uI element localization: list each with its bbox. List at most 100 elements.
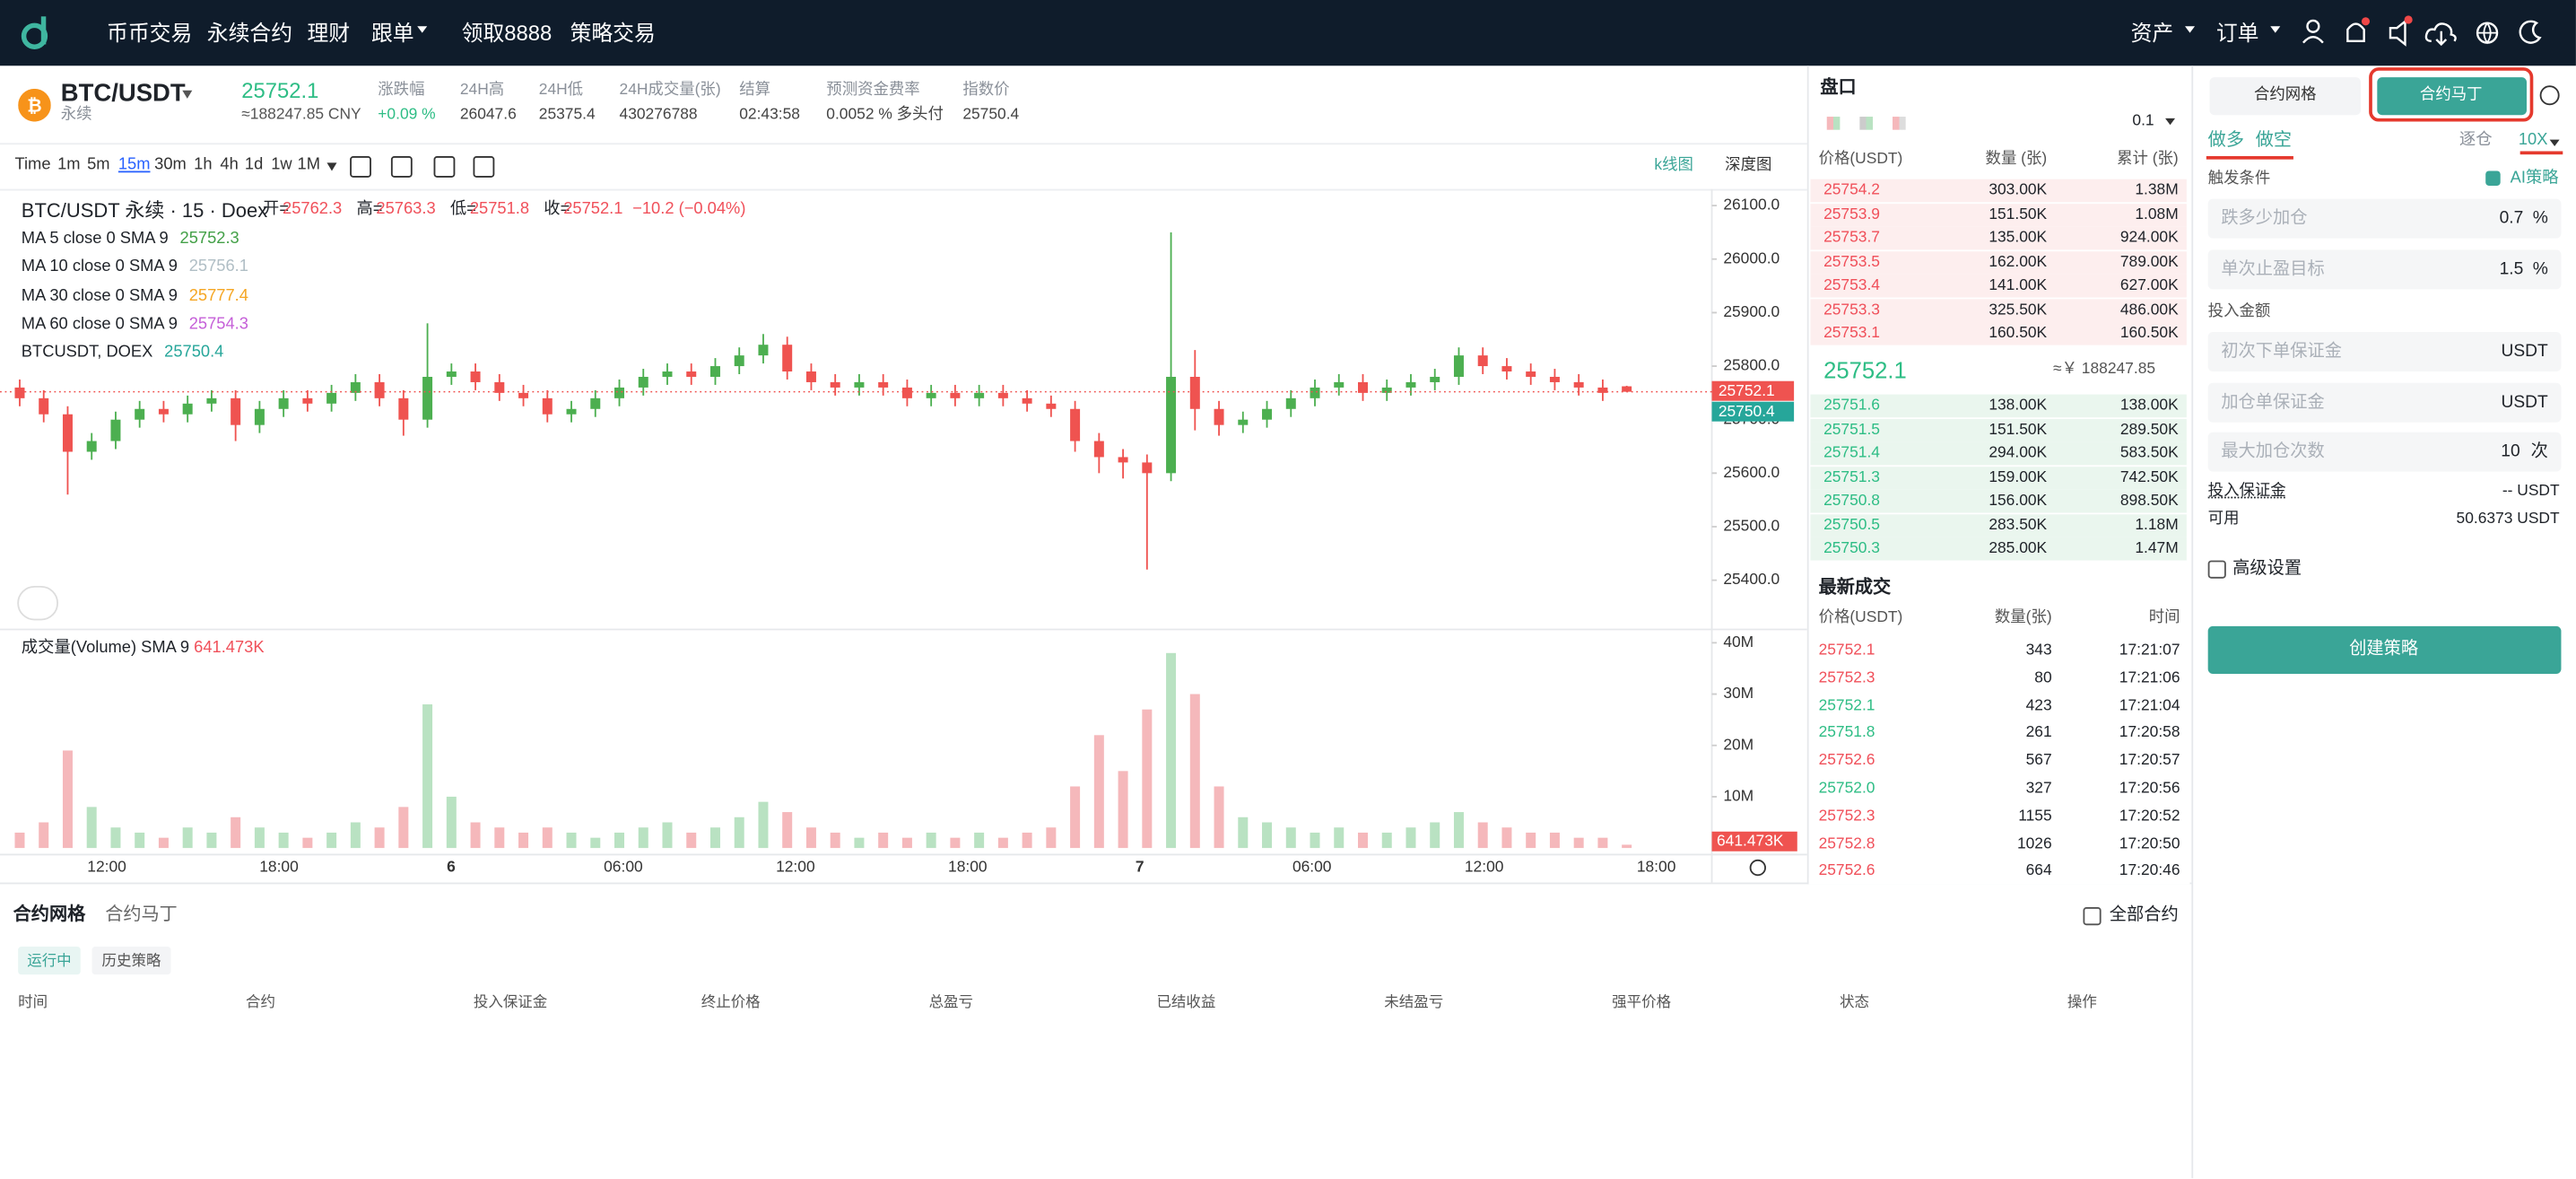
volume-bar <box>1453 812 1464 849</box>
candle-body <box>758 345 769 356</box>
tv-logo <box>17 585 59 621</box>
candle-body <box>1501 366 1512 372</box>
y-tick-label: 25400.0 <box>1723 570 1780 588</box>
candle-body <box>782 345 793 372</box>
bottom-tab[interactable]: 合约马丁 <box>105 904 178 925</box>
subtab-bg[interactable] <box>91 947 171 975</box>
margin-mode[interactable]: 逐仓 <box>2459 131 2493 150</box>
nav-item[interactable]: 跟单 <box>370 20 414 46</box>
volume-bar <box>1189 694 1200 849</box>
chevron-icon <box>417 26 428 33</box>
interval[interactable]: 1M <box>297 156 320 175</box>
row-bg <box>1810 418 2187 441</box>
book-cum: 1.47M <box>2135 539 2179 558</box>
volume-bar <box>1093 735 1104 849</box>
row-bg <box>1810 250 2187 274</box>
input[interactable] <box>2207 331 2562 371</box>
interval[interactable]: 4h <box>220 156 239 175</box>
interval[interactable]: 5m <box>87 156 110 175</box>
interval[interactable]: 30m <box>154 156 187 175</box>
trade-qty: 261 <box>2025 724 2052 743</box>
nav-item[interactable]: 理财 <box>307 20 351 46</box>
tab-bg[interactable] <box>2377 77 2528 116</box>
leverage[interactable]: 10X <box>2518 131 2548 150</box>
volume-bar <box>1477 822 1488 849</box>
checkbox[interactable] <box>2207 560 2226 579</box>
book-price: 25753.3 <box>1823 300 1880 319</box>
tool-icon[interactable] <box>390 156 413 178</box>
trade-time: 17:20:50 <box>2119 834 2180 853</box>
input[interactable] <box>2207 381 2562 422</box>
input-unit: % <box>2532 258 2548 278</box>
interval[interactable]: 1d <box>244 156 264 175</box>
interval[interactable]: 15m <box>117 156 151 175</box>
nav-item[interactable]: 领取8888 <box>461 20 553 46</box>
input[interactable] <box>2207 198 2562 239</box>
subtab: 运行中 <box>27 952 72 969</box>
nav-item[interactable]: 资产 <box>2130 20 2174 46</box>
nav-icons[interactable] <box>2297 13 2560 53</box>
input[interactable] <box>2207 432 2562 472</box>
candle-body <box>1046 403 1057 409</box>
study-value: 25754.3 <box>188 315 248 334</box>
col-cum: 累计 (张) <box>2117 150 2179 169</box>
checkbox[interactable] <box>2485 170 2501 186</box>
candle-body <box>566 408 577 415</box>
direction-tab[interactable]: 做空 <box>2255 130 2293 151</box>
nav-item[interactable]: 永续合约 <box>206 20 293 46</box>
book-qty: 285.00K <box>1989 539 2048 558</box>
submit-button[interactable] <box>2207 625 2562 674</box>
study-name: MA 30 close 0 SMA 9 <box>21 286 178 305</box>
book-price: 25754.2 <box>1823 180 1880 200</box>
toolbar <box>0 144 1807 191</box>
bottom-tab[interactable]: 合约网格 <box>13 904 86 925</box>
interval[interactable]: 1m <box>57 156 81 175</box>
price-tag <box>1711 380 1795 401</box>
input[interactable] <box>2207 249 2562 289</box>
candle-body <box>1453 355 1464 377</box>
row-bg <box>1810 441 2187 466</box>
tool-icon[interactable] <box>350 156 371 178</box>
volume-bar <box>158 837 169 849</box>
row-bg <box>1810 321 2187 345</box>
view-tab[interactable]: 深度图 <box>1725 156 1772 175</box>
precision[interactable]: 0.1 <box>2132 112 2154 131</box>
column-header: 未结盈亏 <box>1384 993 1444 1010</box>
layout-icon[interactable] <box>1859 117 1874 130</box>
layout-icon[interactable] <box>1893 117 1906 130</box>
interval[interactable]: Time <box>14 156 51 175</box>
column-header: 总盈亏 <box>928 993 974 1010</box>
volume-bar <box>1526 832 1536 849</box>
view-tab[interactable]: k线图 <box>1654 156 1693 175</box>
volume-bar <box>638 827 648 849</box>
candle-body <box>1622 386 1632 392</box>
column-header: 状态 <box>1840 993 1870 1010</box>
column-header: 已结收益 <box>1156 993 1216 1010</box>
book-price: 25751.3 <box>1823 467 1880 486</box>
tool-icon[interactable] <box>473 156 495 178</box>
candle-body <box>278 397 289 409</box>
volume-bar <box>398 807 409 849</box>
interval[interactable]: 1h <box>194 156 213 175</box>
interval[interactable]: 1w <box>271 156 292 175</box>
subtab-bg[interactable] <box>18 947 81 975</box>
volume-bar <box>326 832 337 849</box>
layout-icon[interactable] <box>1826 117 1841 130</box>
candle-body <box>1070 408 1081 441</box>
input-unit: 次 <box>2530 441 2548 462</box>
nav-item[interactable]: 币币交易 <box>107 20 193 46</box>
help-icon[interactable] <box>2539 85 2560 106</box>
direction-tab[interactable]: 做多 <box>2207 130 2244 151</box>
tab-bg[interactable] <box>2209 77 2362 116</box>
candle-body <box>446 371 457 377</box>
candle-body <box>686 371 697 377</box>
book-qty: 151.50K <box>1989 420 2048 439</box>
last-price: 25752.1 <box>241 78 319 103</box>
symbol-sub: 永续 <box>60 105 92 124</box>
candle-body <box>206 397 217 404</box>
checkbox[interactable] <box>2083 907 2102 926</box>
nav-item[interactable]: 订单 <box>2215 20 2259 46</box>
nav-item[interactable]: 策略交易 <box>570 20 656 46</box>
tool-icon[interactable] <box>433 156 456 178</box>
top-nav <box>0 0 2576 66</box>
